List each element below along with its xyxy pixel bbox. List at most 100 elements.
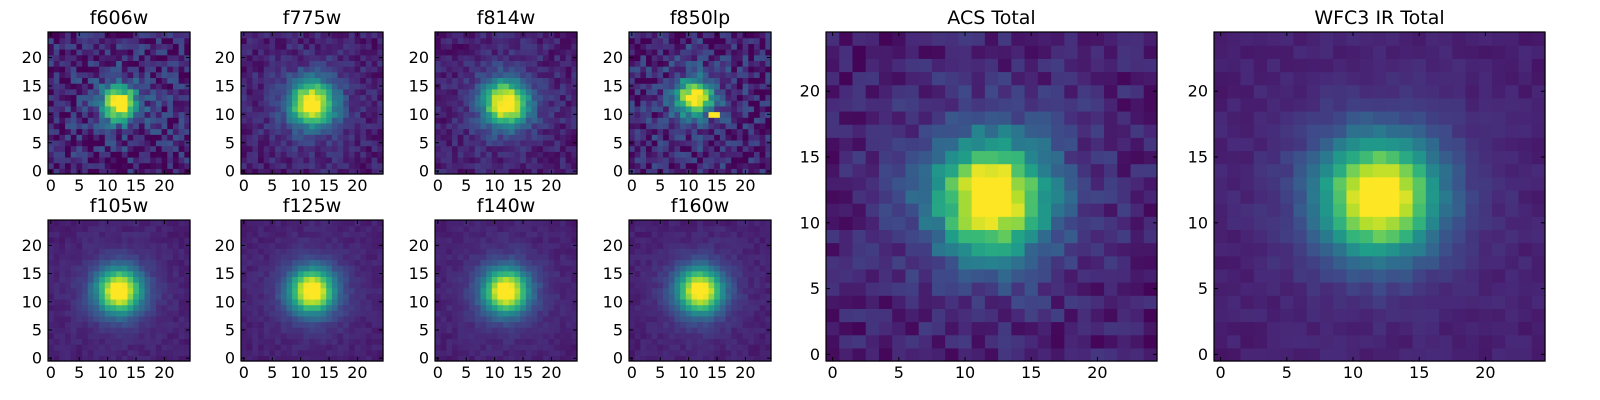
heatmap-cell xyxy=(286,111,293,118)
heatmap-cell xyxy=(138,344,146,351)
heatmap-cell xyxy=(320,43,327,50)
heatmap-cell xyxy=(70,242,77,249)
heatmap-cell xyxy=(360,220,367,227)
heatmap-cell xyxy=(303,287,310,294)
heatmap-cell xyxy=(537,100,544,107)
heatmap-cell xyxy=(269,162,276,169)
heatmap-cell xyxy=(348,225,356,232)
heatmap-cell xyxy=(343,100,350,107)
heatmap-cell xyxy=(110,338,117,345)
heatmap-cell xyxy=(731,168,738,175)
heatmap-cell xyxy=(309,253,316,261)
heatmap-cell xyxy=(377,338,384,345)
heatmap-cell xyxy=(314,287,322,294)
heatmap-cell xyxy=(480,71,487,79)
heatmap-cell xyxy=(360,276,367,283)
heatmap-cell xyxy=(65,162,72,169)
heatmap-cell xyxy=(691,117,698,124)
heatmap-cell xyxy=(121,242,129,249)
heatmap-cell xyxy=(469,259,476,266)
heatmap-cell xyxy=(542,111,550,118)
heatmap-cell xyxy=(731,49,738,56)
heatmap-cell xyxy=(736,298,744,306)
heatmap-cell xyxy=(440,259,447,266)
heatmap-cell xyxy=(537,327,544,334)
heatmap-cell xyxy=(765,105,772,113)
heatmap-cell xyxy=(685,111,693,118)
heatmap-cell xyxy=(82,66,89,73)
heatmap-cell xyxy=(99,105,106,113)
heatmap-cell xyxy=(565,248,572,255)
heatmap-cell xyxy=(116,162,123,169)
heatmap-cell xyxy=(144,32,151,39)
heatmap-cell xyxy=(537,293,544,300)
heatmap-cell xyxy=(127,282,134,289)
heatmap-cell xyxy=(138,310,146,317)
heatmap-cell xyxy=(657,310,664,317)
heatmap-cell xyxy=(480,37,487,44)
heatmap-cell xyxy=(76,315,83,323)
heatmap-cell xyxy=(144,100,151,107)
heatmap-cell xyxy=(343,60,350,67)
heatmap-cell xyxy=(286,344,293,351)
heatmap-cell xyxy=(258,151,265,158)
heatmap-cell xyxy=(331,349,339,356)
heatmap-cell xyxy=(53,338,60,345)
heatmap-cell xyxy=(348,287,356,294)
heatmap-cell xyxy=(82,338,89,345)
heatmap-cell xyxy=(474,310,482,317)
heatmap-cell xyxy=(309,66,316,73)
heatmap-cell xyxy=(491,60,499,67)
heatmap-cell xyxy=(446,162,453,169)
heatmap-cell xyxy=(172,242,180,249)
heatmap-cell xyxy=(753,54,761,61)
heatmap-cell xyxy=(241,49,248,56)
heatmap-cell xyxy=(486,60,493,67)
heatmap-cell xyxy=(765,43,772,50)
heatmap-cell xyxy=(76,338,83,345)
heatmap-cell xyxy=(104,282,112,289)
heatmap-cell xyxy=(331,162,339,169)
heatmap-cell xyxy=(525,298,533,306)
heatmap-cell xyxy=(269,327,276,334)
heatmap-cell xyxy=(292,162,299,169)
heatmap-cell xyxy=(59,265,66,272)
heatmap-cell xyxy=(708,111,715,118)
heatmap-cell xyxy=(99,287,106,294)
heatmap-cell xyxy=(469,293,476,300)
heatmap-cell xyxy=(371,145,378,152)
heatmap-cell xyxy=(708,298,715,306)
heatmap-cell xyxy=(155,276,163,283)
heatmap-cell xyxy=(155,117,163,124)
heatmap-cell xyxy=(742,304,749,311)
heatmap-cell xyxy=(457,236,464,244)
heatmap-cell xyxy=(172,122,180,130)
heatmap-cell xyxy=(167,162,174,169)
heatmap-cell xyxy=(640,122,647,130)
heatmap-cell xyxy=(719,60,727,67)
heatmap-cell xyxy=(70,77,77,84)
heatmap-cell xyxy=(753,134,761,141)
heatmap-cell xyxy=(446,236,453,244)
heatmap-cell xyxy=(542,332,550,340)
heatmap-cell xyxy=(99,156,106,164)
heatmap-cell xyxy=(651,83,658,90)
heatmap-cell xyxy=(708,355,715,362)
heatmap-cell xyxy=(93,344,100,351)
heatmap-cell xyxy=(457,43,464,50)
heatmap-cell xyxy=(93,282,100,289)
heatmap-cell xyxy=(554,304,561,311)
heatmap-cell xyxy=(246,282,253,289)
heatmap-cell xyxy=(435,145,442,152)
heatmap-cell xyxy=(309,32,316,39)
heatmap-cell xyxy=(116,236,123,244)
heatmap-cell xyxy=(343,293,350,300)
heatmap-cell xyxy=(99,145,106,152)
heatmap-cell xyxy=(759,349,766,356)
heatmap-cell xyxy=(629,105,636,113)
heatmap-cell xyxy=(76,270,83,277)
heatmap-cell xyxy=(657,287,664,294)
heatmap-cell xyxy=(508,66,516,73)
heatmap-cell xyxy=(542,168,550,175)
heatmap-cell xyxy=(331,100,339,107)
